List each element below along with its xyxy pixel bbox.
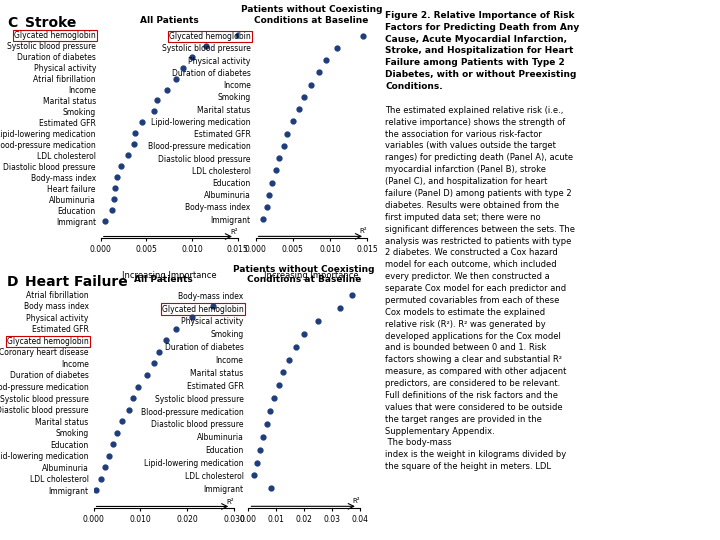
Text: diabetes. Results were obtained from the: diabetes. Results were obtained from the (385, 201, 559, 210)
Text: model for each outcome, which included: model for each outcome, which included (385, 260, 557, 269)
Text: ranges) for predicting death (Panel A), acute: ranges) for predicting death (Panel A), … (385, 153, 573, 163)
Text: Failure among Patients with Type 2: Failure among Patients with Type 2 (385, 58, 565, 68)
Text: Stroke, and Hospitalization for Heart: Stroke, and Hospitalization for Heart (385, 46, 574, 56)
Text: R²: R² (352, 498, 360, 504)
Text: the square of the height in meters. LDL: the square of the height in meters. LDL (385, 462, 552, 471)
Text: values that were considered to be outside: values that were considered to be outsid… (385, 403, 563, 412)
Text: first imputed data set; there were no: first imputed data set; there were no (385, 213, 541, 222)
Title: Patients without Coexisting
Conditions at Baseline: Patients without Coexisting Conditions a… (240, 5, 382, 25)
Text: Cause, Acute Myocardial Infarction,: Cause, Acute Myocardial Infarction, (385, 35, 567, 44)
Text: the target ranges are provided in the: the target ranges are provided in the (385, 415, 542, 424)
Title: Patients without Coexisting
Conditions at Baseline: Patients without Coexisting Conditions a… (233, 265, 375, 284)
Text: the association for various risk-factor: the association for various risk-factor (385, 130, 542, 139)
Text: R²: R² (226, 499, 234, 505)
Text: Heart Failure: Heart Failure (25, 275, 128, 289)
Text: analysis was restricted to patients with type: analysis was restricted to patients with… (385, 237, 572, 246)
Text: measure, as compared with other adjacent: measure, as compared with other adjacent (385, 367, 567, 376)
Text: factors showing a clear and substantial R²: factors showing a clear and substantial … (385, 355, 562, 364)
Text: significant differences between the sets. The: significant differences between the sets… (385, 225, 575, 234)
X-axis label: Increasing Importance: Increasing Importance (264, 271, 359, 280)
Text: Conditions.: Conditions. (385, 82, 443, 91)
Text: Stroke: Stroke (25, 16, 76, 30)
Text: failure (Panel D) among patients with type 2: failure (Panel D) among patients with ty… (385, 189, 572, 198)
Text: and is bounded between 0 and 1. Risk: and is bounded between 0 and 1. Risk (385, 343, 546, 353)
Text: relative risk (R²). R² was generated by: relative risk (R²). R² was generated by (385, 320, 546, 329)
Text: myocardial infarction (Panel B), stroke: myocardial infarction (Panel B), stroke (385, 165, 546, 174)
Text: developed applications for the Cox model: developed applications for the Cox model (385, 332, 561, 341)
Text: R²: R² (230, 229, 238, 235)
Text: permuted covariables from each of these: permuted covariables from each of these (385, 296, 559, 305)
Text: Diabetes, with or without Preexisting: Diabetes, with or without Preexisting (385, 70, 577, 79)
Text: The estimated explained relative risk (i.e.,: The estimated explained relative risk (i… (385, 106, 564, 115)
Text: R²: R² (359, 228, 367, 234)
Text: variables (with values outside the target: variables (with values outside the targe… (385, 141, 556, 151)
Text: (Panel C), and hospitalization for heart: (Panel C), and hospitalization for heart (385, 177, 548, 186)
X-axis label: Increasing Importance: Increasing Importance (122, 271, 217, 280)
Text: D: D (7, 275, 19, 289)
Text: relative importance) shows the strength of: relative importance) shows the strength … (385, 118, 565, 127)
Text: Full definitions of the risk factors and the: Full definitions of the risk factors and… (385, 391, 558, 400)
Text: predictors, are considered to be relevant.: predictors, are considered to be relevan… (385, 379, 560, 388)
Text: C: C (7, 16, 17, 30)
Title: All Patients: All Patients (135, 275, 193, 284)
Text: Supplementary Appendix.: Supplementary Appendix. (385, 427, 495, 436)
Text: separate Cox model for each predictor and: separate Cox model for each predictor an… (385, 284, 567, 293)
Text: every predictor. We then constructed a: every predictor. We then constructed a (385, 272, 550, 281)
Text: 2 diabetes. We constructed a Cox hazard: 2 diabetes. We constructed a Cox hazard (385, 248, 558, 258)
Text: Factors for Predicting Death from Any: Factors for Predicting Death from Any (385, 23, 580, 32)
Text: index is the weight in kilograms divided by: index is the weight in kilograms divided… (385, 450, 567, 460)
Text: The body-mass: The body-mass (385, 438, 452, 448)
Text: Cox models to estimate the explained: Cox models to estimate the explained (385, 308, 545, 317)
Title: All Patients: All Patients (140, 16, 199, 25)
Text: Figure 2. Relative Importance of Risk: Figure 2. Relative Importance of Risk (385, 11, 575, 20)
